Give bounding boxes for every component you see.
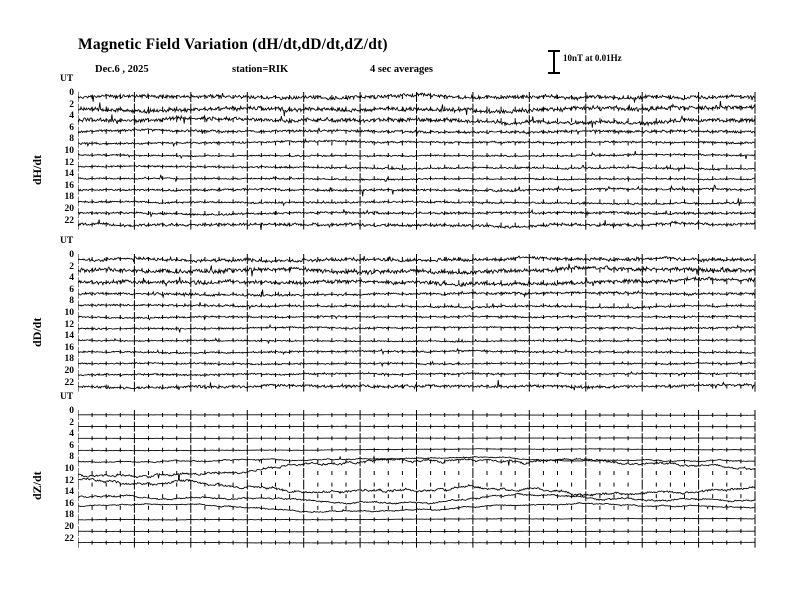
ut-tick-label: 6 <box>69 284 74 295</box>
ut-tick-label: 4 <box>69 273 74 284</box>
ut-tick-label: 18 <box>64 354 75 365</box>
trace-ut-8 <box>78 455 756 464</box>
scale-bar-label: 10nT at 0.01Hz <box>563 53 622 63</box>
trace-ut-12 <box>78 164 756 173</box>
ut-tick-label: 0 <box>69 250 74 260</box>
ut-tick-label: 8 <box>69 452 74 463</box>
trace-ut-0 <box>78 414 756 416</box>
trace-ut-10 <box>78 314 756 321</box>
trace-ut-22 <box>78 219 756 231</box>
ut-tick-label: 4 <box>69 429 74 440</box>
ut-tick-label: 20 <box>64 522 75 532</box>
trace-ut-22 <box>78 541 756 544</box>
plot-area-dZdt <box>78 410 756 548</box>
plot-area-dHdt <box>78 92 756 231</box>
ut-tick-label: 22 <box>64 215 75 226</box>
trace-ut-18 <box>78 198 756 207</box>
subtitle-date: Dec.6 , 2025 <box>95 64 149 75</box>
trace-ut-20 <box>78 370 756 377</box>
trace-ut-16 <box>78 502 756 513</box>
trace-ut-12 <box>78 323 756 333</box>
trace-ut-16 <box>78 184 756 197</box>
trace-group <box>78 255 756 391</box>
ut-tick-label: 14 <box>64 487 75 498</box>
trace-ut-6 <box>78 289 756 299</box>
ut-tick-label: 8 <box>69 296 74 307</box>
ut-tick-label: 2 <box>69 99 74 110</box>
trace-ut-14 <box>78 174 756 183</box>
ut-tick-label: 16 <box>64 180 75 191</box>
trace-ut-2 <box>78 100 756 117</box>
ut-tick-label: 16 <box>64 498 75 509</box>
ut-tick-label: 2 <box>69 417 74 428</box>
ut-tick-label: 0 <box>69 88 74 98</box>
scale-bar-icon: 10nT at 0.01Hz <box>545 48 640 74</box>
ut-header-dZdt: UT <box>60 392 74 402</box>
trace-ut-14 <box>78 337 756 344</box>
ut-tick-label: 2 <box>69 261 74 272</box>
subtitle-averaging: 4 sec averages <box>370 64 433 75</box>
trace-ut-20 <box>78 530 756 533</box>
ut-tick-label: 10 <box>64 146 75 156</box>
ut-tick-label: 14 <box>64 169 75 180</box>
scale-bar-bottom-cap <box>548 72 560 74</box>
scale-bar-stem <box>553 50 555 74</box>
ut-tick-label: 20 <box>64 204 75 214</box>
trace-ut-0 <box>78 92 756 103</box>
ut-tick-label: 22 <box>64 533 75 544</box>
ut-tick-label: 6 <box>69 440 74 451</box>
time-ticks <box>78 410 756 548</box>
trace-ut-4 <box>78 437 756 439</box>
trace-ut-10 <box>78 457 756 480</box>
ut-tick-label: 6 <box>69 122 74 133</box>
ut-tick-label: 12 <box>64 157 75 168</box>
trace-ut-8 <box>78 137 756 148</box>
trace-ut-4 <box>78 114 756 128</box>
trace-ut-6 <box>78 448 755 452</box>
trace-ut-6 <box>78 127 756 137</box>
ut-tick-label: 12 <box>64 475 75 486</box>
ut-tick-label: 16 <box>64 342 75 353</box>
trace-ut-8 <box>78 302 756 311</box>
ut-tick-label: 22 <box>64 377 75 388</box>
ut-tick-label: 10 <box>64 464 75 474</box>
trace-ut-2 <box>78 263 756 277</box>
plot-area-dDdt <box>78 254 756 392</box>
trace-ut-16 <box>78 347 756 356</box>
ut-tick-label: 20 <box>64 366 75 376</box>
time-ticks <box>78 254 756 392</box>
trace-ut-4 <box>78 275 756 288</box>
ut-header-dHdt: UT <box>60 74 74 84</box>
ut-tick-label: 4 <box>69 111 74 122</box>
axis-title-dDdt: dD/dt <box>30 317 44 347</box>
trace-ut-18 <box>78 360 756 368</box>
ut-tick-label: 12 <box>64 319 75 330</box>
trace-ut-20 <box>78 208 756 218</box>
axis-title-dZdt: dZ/dt <box>30 471 44 500</box>
ut-header-dDdt: UT <box>60 236 74 246</box>
ut-tick-label: 14 <box>64 331 75 342</box>
trace-group <box>78 414 756 544</box>
trace-ut-0 <box>78 255 756 264</box>
trace-ut-10 <box>78 150 756 160</box>
subtitle-station: station=RIK <box>232 64 289 75</box>
trace-ut-18 <box>78 517 756 521</box>
page-title: Magnetic Field Variation (dH/dt,dD/dt,dZ… <box>78 36 388 53</box>
trace-ut-14 <box>78 492 756 505</box>
ut-tick-label: 18 <box>64 510 75 521</box>
trace-group <box>78 92 756 231</box>
ut-tick-label: 18 <box>64 192 75 203</box>
ut-tick-label: 10 <box>64 308 75 318</box>
time-ticks <box>78 92 756 230</box>
trace-ut-12 <box>78 476 756 497</box>
axis-title-dHdt: dH/dt <box>30 154 44 185</box>
ut-tick-label: 0 <box>69 406 74 416</box>
ut-tick-label: 8 <box>69 134 74 145</box>
trace-ut-22 <box>78 379 756 391</box>
